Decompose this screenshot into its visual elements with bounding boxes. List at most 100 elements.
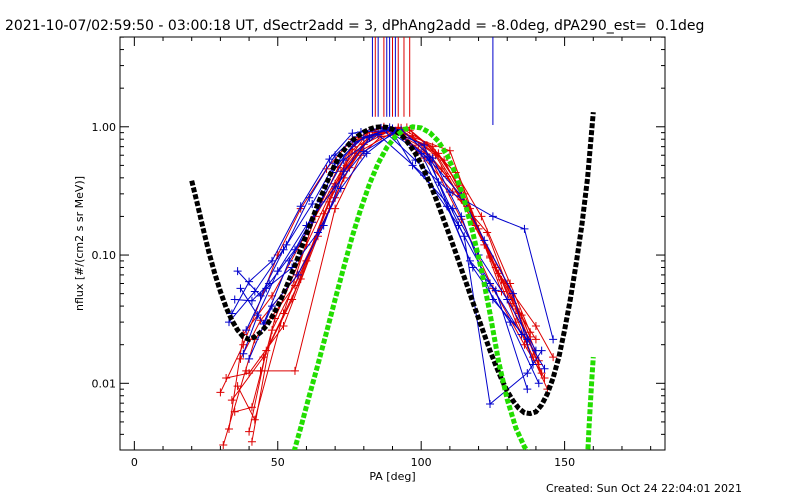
data-point [253, 311, 262, 320]
data-point [531, 321, 540, 330]
data-point [529, 360, 538, 369]
data-point [434, 178, 443, 187]
data-point [259, 353, 268, 362]
data-point [268, 326, 277, 335]
data-point [549, 335, 558, 344]
data-point [290, 245, 299, 254]
data-point [273, 267, 282, 276]
data-point [362, 149, 371, 158]
data-point [503, 295, 512, 304]
data-point [296, 275, 305, 284]
data-point [242, 366, 251, 375]
data-point [428, 154, 437, 163]
data-point [488, 212, 497, 221]
data-point [247, 437, 256, 446]
data-point [268, 256, 277, 265]
data-point [250, 287, 259, 296]
x-tick-label: 100 [411, 456, 432, 469]
data-point [486, 399, 495, 408]
x-tick-label: 50 [271, 456, 285, 469]
data-point [454, 221, 463, 230]
data-point [477, 212, 486, 221]
data-point [296, 202, 305, 211]
series-line [240, 129, 548, 390]
data-point [236, 354, 245, 363]
y-tick-label: 1.00 [92, 121, 117, 134]
model-black-curve [189, 111, 596, 417]
data-point [465, 256, 474, 265]
data-point [219, 441, 228, 450]
data-layer [189, 111, 596, 450]
series-red-1 [222, 125, 549, 382]
created-timestamp: Created: Sun Oct 24 22:04:01 2021 [545, 482, 742, 495]
data-point [520, 224, 529, 233]
series-blue-14 [239, 128, 532, 394]
data-point [531, 335, 540, 344]
data-point [256, 366, 265, 375]
data-point [374, 130, 383, 139]
data-point [523, 369, 532, 378]
data-point [308, 200, 317, 209]
x-axis-label: PA [deg] [369, 470, 415, 483]
data-point [282, 240, 291, 249]
series-line [219, 126, 531, 393]
data-point [256, 291, 265, 300]
data-point [236, 284, 245, 293]
data-point [339, 156, 348, 165]
data-point [420, 141, 429, 150]
data-point [245, 427, 254, 436]
data-point [529, 353, 538, 362]
data-point [348, 129, 357, 138]
series-red-6 [236, 126, 552, 394]
data-point [247, 296, 256, 305]
chart-title: 2021-10-07/02:59:50 - 03:00:18 UT, dSect… [5, 18, 705, 34]
y-tick-label: 0.01 [92, 377, 117, 390]
data-point [290, 366, 299, 375]
data-point [517, 330, 526, 339]
data-point [242, 326, 251, 335]
series-red-9 [247, 123, 538, 446]
data-point [457, 212, 466, 221]
data-point [331, 204, 340, 213]
data-point [549, 353, 558, 362]
data-point [328, 188, 337, 197]
data-point [305, 193, 314, 202]
data-point [233, 382, 242, 391]
data-point [245, 354, 254, 363]
data-point [230, 407, 239, 416]
model-green-curve-1 [585, 356, 596, 450]
model-green-curve-0 [291, 124, 531, 450]
data-point [233, 267, 242, 276]
data-point [486, 279, 495, 288]
data-point [523, 385, 532, 394]
data-point [230, 295, 239, 304]
data-point [319, 221, 328, 230]
data-point [534, 379, 543, 388]
series-line [222, 127, 554, 446]
data-point [279, 321, 288, 330]
x-tick-label: 150 [554, 456, 575, 469]
data-point [325, 155, 334, 164]
x-tick-label: 0 [131, 456, 138, 469]
marker-lines [371, 37, 494, 125]
data-point [293, 270, 302, 279]
series-red-2 [225, 123, 540, 434]
series-line [228, 127, 537, 430]
series-blue-17 [230, 130, 526, 339]
series-red-5 [233, 125, 535, 424]
data-point [336, 184, 345, 193]
data-point [448, 204, 457, 213]
data-point [216, 388, 225, 397]
series-line [240, 129, 540, 384]
data-point [225, 425, 233, 434]
series-line [248, 126, 537, 360]
data-point [239, 340, 248, 349]
series-line [246, 133, 502, 372]
series-line [245, 130, 534, 365]
data-point [250, 415, 259, 424]
data-point [488, 295, 497, 304]
series-line [242, 132, 528, 390]
series-blue-16 [245, 123, 540, 363]
data-point [245, 277, 254, 286]
